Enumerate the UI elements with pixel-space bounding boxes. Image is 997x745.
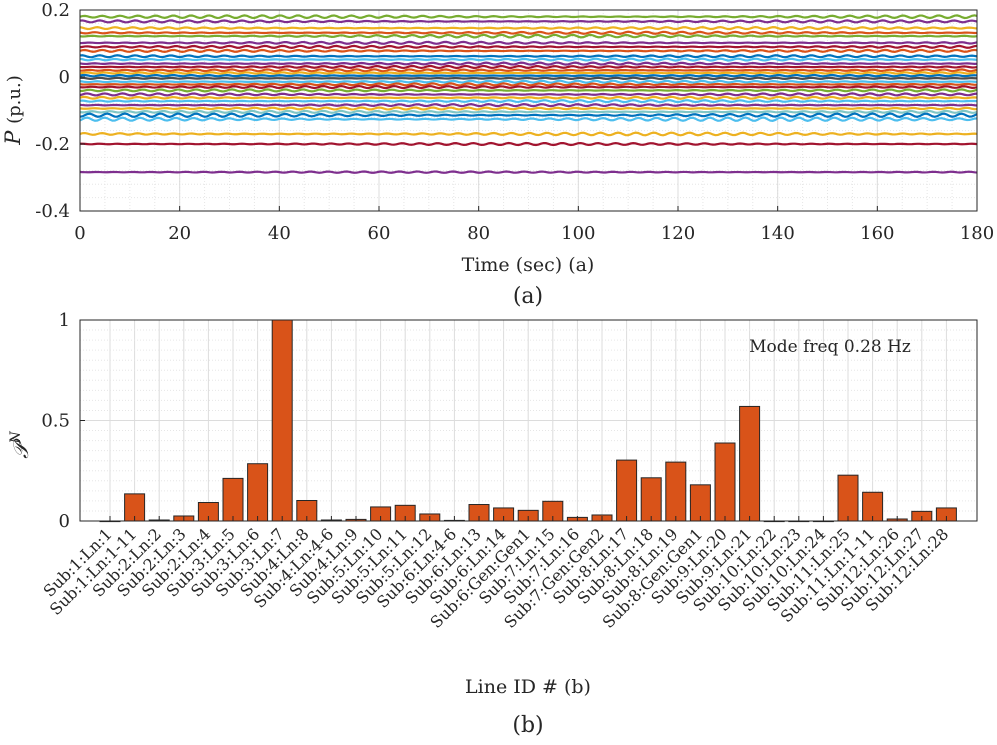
line-series-L12 bbox=[79, 64, 978, 70]
bottom-grid bbox=[80, 319, 977, 522]
bottom-y-tick-label: 1 bbox=[59, 310, 70, 331]
bar-8 bbox=[271, 319, 293, 522]
top-y-axis-label: P (p.u.) bbox=[1, 75, 25, 145]
bottom-x-axis-label: Line ID # (b) bbox=[465, 676, 591, 698]
line-series-L29 bbox=[79, 131, 978, 137]
line-series-L26 bbox=[79, 109, 978, 114]
line-series-L2 bbox=[79, 19, 978, 24]
bar-25 bbox=[689, 484, 711, 522]
line-series-L16 bbox=[79, 76, 978, 81]
line-series-L24 bbox=[79, 103, 978, 108]
line-series-L27 bbox=[79, 112, 978, 118]
top-x-tick-label: 60 bbox=[368, 223, 391, 244]
bottom-y-axis-label: 𝒫N bbox=[8, 431, 33, 459]
line-series-L17 bbox=[79, 79, 978, 84]
top-x-tick-label: 180 bbox=[960, 223, 994, 244]
line-series-L14 bbox=[79, 71, 978, 75]
mode-frequency-annotation: Mode freq 0.28 Hz bbox=[749, 337, 911, 357]
line-series-L7 bbox=[79, 44, 978, 49]
bar-27 bbox=[739, 405, 761, 522]
line-series-L11 bbox=[79, 61, 978, 66]
bar-23 bbox=[640, 477, 662, 522]
line-series-L13 bbox=[79, 68, 978, 73]
top-x-tick-label: 100 bbox=[561, 223, 595, 244]
top-caption: (a) bbox=[513, 284, 543, 309]
top-y-tick-label: 0.2 bbox=[41, 0, 70, 21]
bottom-y-tick-label: 0.5 bbox=[41, 411, 70, 432]
top-x-tick-label: 120 bbox=[661, 223, 695, 244]
top-x-tick-label: 0 bbox=[74, 223, 85, 244]
line-series-L10 bbox=[79, 57, 978, 62]
top-y-tick-label: -0.2 bbox=[35, 134, 70, 155]
top-x-tick-label: 140 bbox=[760, 223, 794, 244]
bar-26 bbox=[714, 442, 736, 522]
bar-22 bbox=[616, 459, 638, 522]
line-series-L1 bbox=[79, 14, 978, 20]
bottom-tick-labels: Sub:1:Ln:1Sub:1:Ln:1-11Sub:2:Ln:2Sub:2:L… bbox=[39, 310, 952, 632]
top-tick-labels: 0 20 40 60 80 100 120 140 160 180 0.2 0 -0.2 -0.4 bbox=[35, 0, 994, 244]
top-x-tick-label: 80 bbox=[467, 223, 490, 244]
top-series-group bbox=[79, 14, 978, 174]
line-series-L5 bbox=[79, 33, 978, 39]
top-x-axis-label: Time (sec) (a) bbox=[462, 254, 595, 276]
bottom-y-tick-label: 0 bbox=[59, 511, 70, 532]
bar-31 bbox=[837, 474, 859, 522]
bar-6 bbox=[222, 477, 244, 522]
line-series-L31 bbox=[79, 170, 978, 174]
line-series-L20 bbox=[79, 88, 978, 93]
line-series-L3 bbox=[79, 25, 978, 31]
top-y-tick-label: -0.4 bbox=[35, 201, 70, 222]
line-series-L23 bbox=[79, 99, 978, 104]
line-series-L9 bbox=[79, 54, 978, 59]
line-series-L19 bbox=[79, 84, 978, 90]
top-x-tick-label: 40 bbox=[268, 223, 291, 244]
line-series-L22 bbox=[79, 95, 978, 100]
bar-7 bbox=[247, 463, 269, 522]
bar-24 bbox=[665, 461, 687, 522]
line-series-L28 bbox=[79, 116, 978, 122]
top-y-tick-label: 0 bbox=[59, 67, 70, 88]
line-series-L15 bbox=[79, 73, 978, 78]
line-series-L30 bbox=[79, 141, 978, 147]
top-x-tick-label: 160 bbox=[860, 223, 894, 244]
line-series-L4 bbox=[79, 30, 978, 35]
top-axes-box bbox=[79, 9, 978, 212]
line-series-L8 bbox=[79, 48, 978, 53]
line-series-L21 bbox=[79, 92, 978, 97]
line-series-L18 bbox=[79, 82, 978, 87]
line-series-L6 bbox=[79, 40, 978, 45]
line-series-L25 bbox=[79, 106, 978, 111]
top-x-tick-label: 20 bbox=[168, 223, 191, 244]
bottom-caption: (b) bbox=[512, 713, 543, 738]
